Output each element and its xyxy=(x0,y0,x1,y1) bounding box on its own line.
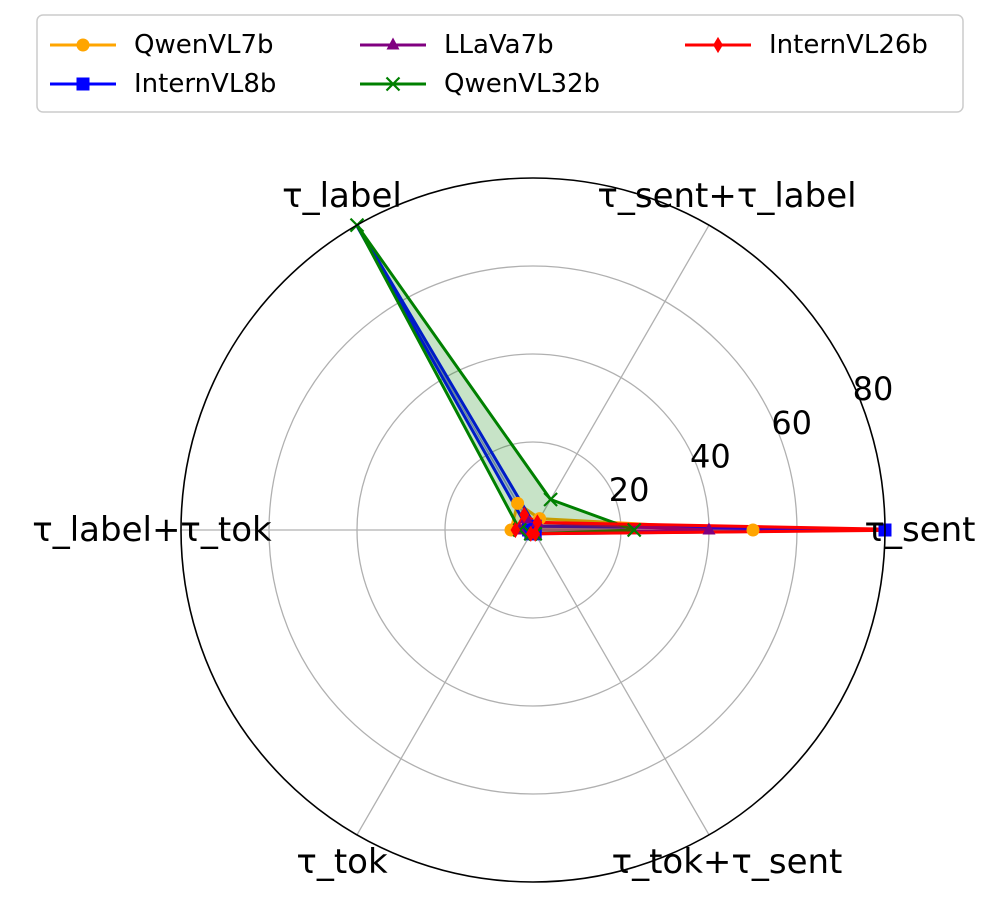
series-point-QwenVL32b xyxy=(626,522,642,538)
legend-marker-QwenVL7b xyxy=(76,38,90,52)
series-point-LLaVa7b xyxy=(702,522,716,535)
marker-layer xyxy=(349,217,892,542)
legend-marker-InternVL26b xyxy=(713,36,723,54)
legend-label: QwenVL7b xyxy=(134,30,274,60)
axis-label: τ_label+τ_tok xyxy=(32,510,272,550)
radial-tick-label: 20 xyxy=(609,471,650,509)
axis-label: τ_sent xyxy=(865,510,976,550)
legend-marker-InternVL8b xyxy=(76,77,90,91)
series-point-InternVL26b xyxy=(510,521,521,539)
outer-boundary xyxy=(180,177,886,883)
legend-marker-QwenVL32b xyxy=(385,76,401,92)
radial-ticks: 20 40 60 80 xyxy=(609,370,894,509)
legend-label: InternVL8b xyxy=(134,69,276,99)
grid-spoke xyxy=(356,529,534,836)
legend-box xyxy=(36,14,964,113)
axis-label: τ_label xyxy=(282,176,402,216)
series-point-QwenVL32b xyxy=(543,492,558,507)
series-area-QwenVL32b xyxy=(355,223,636,536)
radial-tick-label: 60 xyxy=(771,404,812,442)
legend-label: QwenVL32b xyxy=(444,69,600,99)
radial-tick-label: 80 xyxy=(853,370,894,408)
legend-label: InternVL26b xyxy=(769,30,928,60)
axis-label: τ_tok xyxy=(296,842,388,882)
axis-label: τ_tok+τ_sent xyxy=(612,842,843,882)
series-point-InternVL26b xyxy=(530,525,541,542)
legend-label: LLaVa7b xyxy=(444,30,554,60)
series-point-InternVL26b xyxy=(519,506,530,523)
series-point-QwenVL7b xyxy=(511,496,525,510)
grid-spoke xyxy=(532,224,710,531)
axis-label: τ_sent+τ_label xyxy=(597,176,856,216)
grid-spoke xyxy=(532,529,710,836)
legend-marker-LLaVa7b xyxy=(386,37,400,50)
axis-labels: τ_sent τ_sent+τ_label τ_label τ_label+τ_tok… xyxy=(32,176,975,882)
series-point-QwenVL7b xyxy=(746,523,760,537)
radial-tick-label: 40 xyxy=(690,438,731,476)
legend: QwenVL7b InternVL8b LLaVa7b QwenVL32b Intern… xyxy=(36,14,964,113)
